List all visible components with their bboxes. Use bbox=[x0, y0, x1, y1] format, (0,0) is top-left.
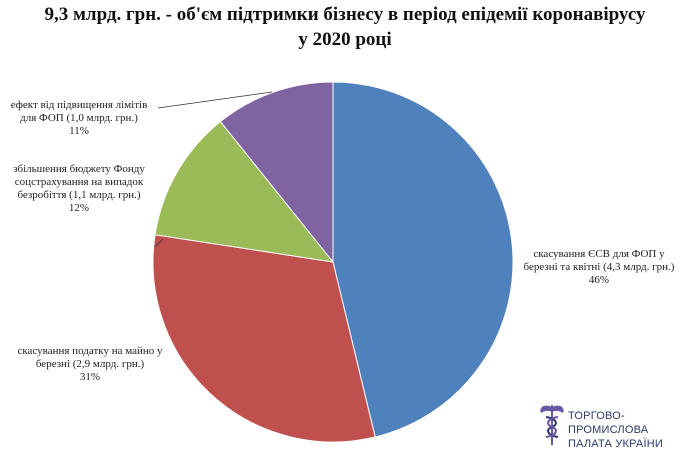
slice-label-unemployment-fund-line-2: соцстрахування на випадок bbox=[14, 176, 144, 188]
slice-label-unemployment-fund-line-3: безробіття (1,1 млрд. грн.) bbox=[17, 189, 141, 201]
slice-label-esv-percent: 46% bbox=[588, 274, 610, 286]
slice-label-fop-limits: ефект від підвищення лімітів для ФОП (1,… bbox=[4, 99, 154, 138]
slice-label-fop-limits-line-1: ефект від підвищення лімітів bbox=[10, 99, 148, 111]
pie-slices bbox=[152, 81, 514, 443]
slice-label-esv-line-1: скасування ЄСВ для ФОП у bbox=[533, 248, 665, 260]
slice-label-fop-limits-percent: 11% bbox=[69, 125, 89, 137]
slice-label-esv: скасування ЄСВ для ФОП у березні та квіт… bbox=[516, 248, 682, 287]
slice-label-unemployment-fund-percent: 12% bbox=[68, 202, 90, 214]
pie-slice-unemployment-fund bbox=[154, 120, 335, 263]
pie-slice-property-tax bbox=[152, 234, 376, 443]
caduceus-icon bbox=[540, 405, 564, 445]
pie-slice-fop-limits bbox=[219, 81, 334, 264]
logo-text-line-1: ТОРГОВО-ПРОМИСЛОВА bbox=[568, 410, 649, 436]
leader-lines bbox=[154, 91, 273, 248]
slice-label-property-tax-percent: 31% bbox=[79, 371, 101, 383]
leader-line-unemployment-fund bbox=[154, 238, 164, 248]
chamber-of-commerce-logo: ТОРГОВО-ПРОМИСЛОВА ПАЛАТА УКРАЇНИ bbox=[538, 401, 688, 450]
pie-slice-esv bbox=[332, 81, 514, 438]
slice-label-unemployment-fund-line-1: збільшення бюджету Фонду bbox=[13, 163, 145, 175]
slice-label-unemployment-fund: збільшення бюджету Фонду соцстрахування … bbox=[4, 163, 154, 215]
chart-title-line-1: 9,3 млрд. грн. - об'єм підтримки бізнесу… bbox=[44, 4, 646, 25]
slice-label-property-tax: скасування податку на майно у березні (2… bbox=[10, 345, 170, 384]
logo-text-line-2: ПАЛАТА УКРАЇНИ bbox=[568, 438, 663, 450]
chart-title: 9,3 млрд. грн. - об'єм підтримки бізнесу… bbox=[0, 2, 690, 52]
slice-label-property-tax-line-2: березні (2,9 млрд. грн.) bbox=[35, 358, 145, 370]
slice-label-property-tax-line-1: скасування податку на майно у bbox=[17, 345, 163, 357]
chart-title-line-2: у 2020 році bbox=[298, 29, 392, 50]
leader-line-fop-limits bbox=[157, 91, 273, 109]
slice-label-fop-limits-line-2: для ФОП (1,0 млрд. грн.) bbox=[20, 112, 138, 124]
slice-label-esv-line-2: березні та квітні (4,3 млрд. грн.) bbox=[523, 261, 675, 273]
logo-text: ТОРГОВО-ПРОМИСЛОВА ПАЛАТА УКРАЇНИ bbox=[568, 409, 690, 451]
